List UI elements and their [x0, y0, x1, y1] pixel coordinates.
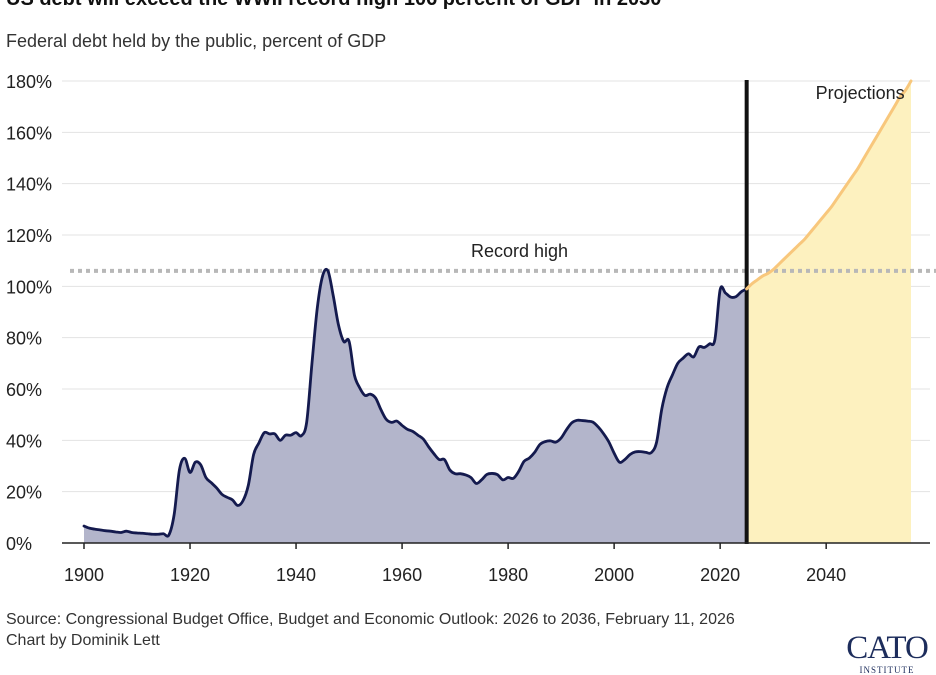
y-tick-label-160: 160%: [6, 123, 52, 143]
chart-areas: [84, 81, 911, 543]
credit-note: Chart by Dominik Lett: [6, 632, 160, 649]
y-tick-label-20: 20%: [6, 483, 42, 503]
x-tick-label-1960: 1960: [382, 565, 422, 585]
cato-logo: CATO INSTITUTE: [846, 630, 929, 675]
x-tick-label-2020: 2020: [700, 565, 740, 585]
y-tick-label-140: 140%: [6, 175, 52, 195]
logo-main-text: CATO: [846, 630, 929, 666]
y-tick-label-80: 80%: [6, 329, 42, 349]
projections-label: Projections: [816, 83, 905, 103]
x-tick-label-2000: 2000: [594, 565, 634, 585]
projection-line: [745, 79, 913, 291]
reference-lines: [70, 80, 936, 544]
x-tick-label-1900: 1900: [64, 565, 104, 585]
x-tick-label-1920: 1920: [170, 565, 210, 585]
series-lines: [82, 79, 913, 538]
y-tick-label-180: 180%: [6, 72, 52, 92]
logo-sub-text: INSTITUTE: [859, 665, 915, 675]
historical-line: [82, 267, 749, 538]
y-tick-label-120: 120%: [6, 226, 52, 246]
y-tick-label-60: 60%: [6, 380, 42, 400]
historical-area: [84, 269, 747, 543]
source-note: Source: Congressional Budget Office, Bud…: [6, 611, 735, 628]
chart-subtitle: Federal debt held by the public, percent…: [6, 31, 387, 51]
y-tick-label-0: 0%: [6, 534, 32, 554]
footer: Source: Congressional Budget Office, Bud…: [6, 609, 806, 651]
axes: 0% 20% 40% 60% 80% 100% 120% 140% 160% 180% 1900 19…: [6, 72, 930, 585]
record-high-label: Record high: [471, 241, 568, 261]
x-tick-label-1940: 1940: [276, 565, 316, 585]
projection-area: [746, 81, 911, 543]
y-tick-label-100: 100%: [6, 277, 52, 297]
x-tick-label-2040: 2040: [806, 565, 846, 585]
y-tick-label-40: 40%: [6, 431, 42, 451]
chart-title: US debt will exceed the WWII record high…: [6, 0, 661, 11]
annotations: Record high Projections: [471, 83, 905, 261]
debt-chart: 0% 20% 40% 60% 80% 100% 120% 140% 160% 180% 1900 19…: [6, 72, 936, 585]
x-tick-label-1980: 1980: [488, 565, 528, 585]
